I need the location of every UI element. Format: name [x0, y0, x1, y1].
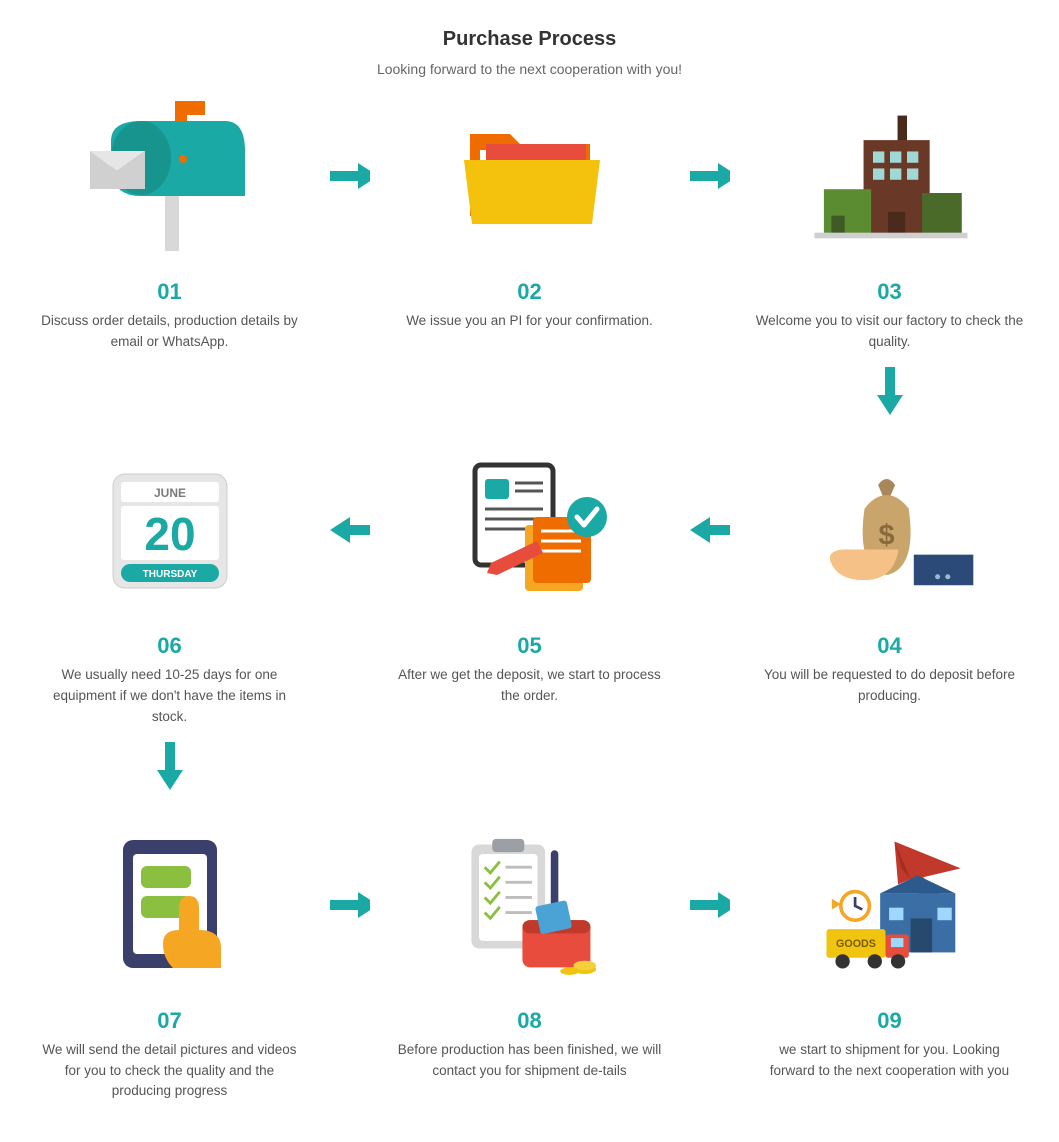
step-05: 05 After we get the deposit, we start to…: [390, 455, 670, 707]
row-3: 07 We will send the detail pictures and …: [30, 830, 1030, 1103]
svg-text:$: $: [878, 519, 894, 551]
step-number: 09: [877, 1008, 901, 1034]
arrow-right-icon: [690, 101, 730, 251]
page-subtitle: Looking forward to the next cooperation …: [30, 61, 1030, 77]
arrow-right-icon: [330, 830, 370, 980]
shipping-icon: GOODS: [805, 830, 975, 980]
row-1: 01 Discuss order details, production det…: [30, 101, 1030, 353]
step-number: 05: [517, 633, 541, 659]
step-desc: Discuss order details, production detail…: [30, 311, 310, 353]
tablet-touch-icon: [85, 830, 255, 980]
svg-text:20: 20: [144, 508, 195, 560]
step-desc: You will be requested to do deposit befo…: [750, 665, 1030, 707]
mailbox-icon: [85, 101, 255, 251]
arrow-down-icon: [875, 367, 905, 415]
step-number: 08: [517, 1008, 541, 1034]
checklist-wallet-icon: [445, 830, 615, 980]
arrow-right-icon: [690, 830, 730, 980]
step-desc: We will send the detail pictures and vid…: [30, 1040, 310, 1103]
arrow-left-icon: [330, 455, 370, 605]
step-desc: Welcome you to visit our factory to chec…: [750, 311, 1030, 353]
step-07: 07 We will send the detail pictures and …: [30, 830, 310, 1103]
step-desc: we start to shipment for you. Looking fo…: [750, 1040, 1030, 1082]
svg-text:THURSDAY: THURSDAY: [142, 569, 197, 580]
step-desc: After we get the deposit, we start to pr…: [390, 665, 670, 707]
step-02: 02 We issue you an PI for your confirmat…: [390, 101, 670, 332]
calendar-icon: JUNE 20 THURSDAY: [85, 455, 255, 605]
step-03: 03 Welcome you to visit our factory to c…: [750, 101, 1030, 353]
step-desc: We issue you an PI for your confirmation…: [400, 311, 659, 332]
step-number: 03: [877, 279, 901, 305]
document-check-icon: [445, 455, 615, 605]
folder-icon: [445, 101, 615, 251]
svg-text:GOODS: GOODS: [836, 938, 876, 950]
step-09: GOODS 09 we start to shipment for you. L…: [750, 830, 1030, 1082]
step-04: $ 04 You will be requested to do deposit…: [750, 455, 1030, 707]
step-01: 01 Discuss order details, production det…: [30, 101, 310, 353]
step-08: 08 Before production has been finished, …: [390, 830, 670, 1082]
moneybag-icon: $: [805, 455, 975, 605]
page-title: Purchase Process: [30, 28, 1030, 51]
down-connector-2: [30, 742, 1030, 790]
down-connector-1: [30, 367, 1030, 415]
arrow-left-icon: [690, 455, 730, 605]
step-number: 06: [157, 633, 181, 659]
header: Purchase Process Looking forward to the …: [30, 28, 1030, 77]
row-2: JUNE 20 THURSDAY 06 We usually need 10-2…: [30, 455, 1030, 728]
arrow-right-icon: [330, 101, 370, 251]
step-desc: Before production has been finished, we …: [390, 1040, 670, 1082]
step-number: 01: [157, 279, 181, 305]
step-number: 07: [157, 1008, 181, 1034]
step-desc: We usually need 10-25 days for one equip…: [30, 665, 310, 728]
purchase-process-infographic: Purchase Process Looking forward to the …: [30, 0, 1030, 1142]
factory-icon: [805, 101, 975, 251]
step-06: JUNE 20 THURSDAY 06 We usually need 10-2…: [30, 455, 310, 728]
step-number: 04: [877, 633, 901, 659]
arrow-down-icon: [155, 742, 185, 790]
step-number: 02: [517, 279, 541, 305]
svg-text:JUNE: JUNE: [153, 486, 185, 500]
